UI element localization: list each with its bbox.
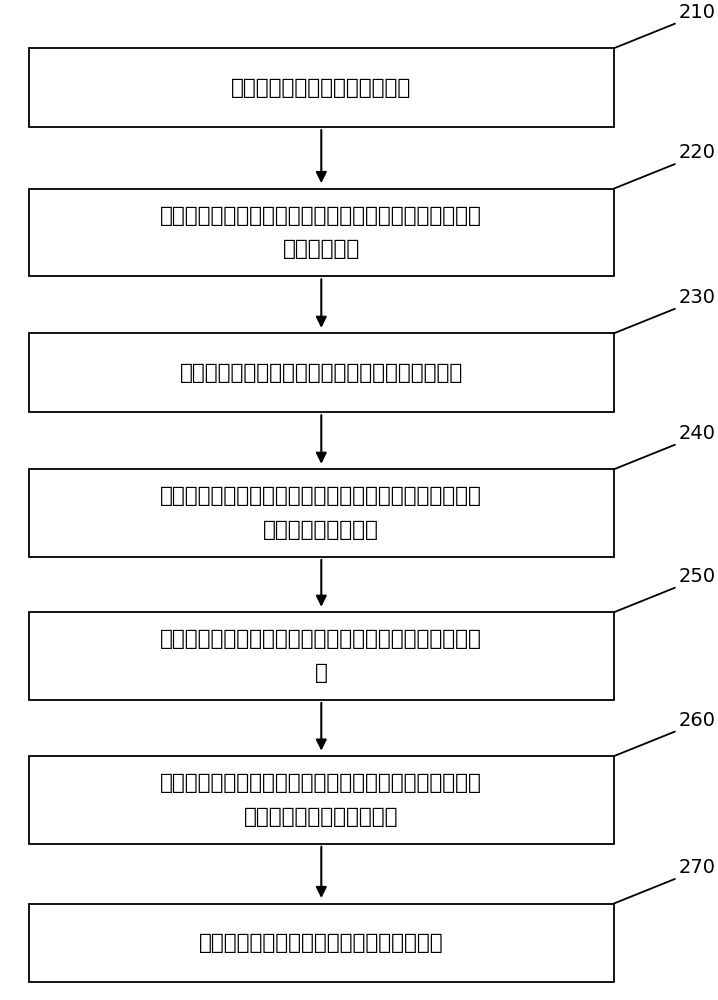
Bar (29, 469, 614, 557)
Text: 240: 240 (679, 424, 716, 443)
Bar (29, 333, 614, 412)
Bar (29, 48, 614, 127)
Text: 根据所述广播消息的优先级，确定所述广播消息在广播消: 根据所述广播消息的优先级，确定所述广播消息在广播消 (160, 486, 482, 506)
Text: 的广播接收者: 的广播接收者 (283, 239, 360, 259)
Text: 将所述当前的广播消息分发给该广播接收者: 将所述当前的广播消息分发给该广播接收者 (199, 933, 444, 953)
Text: 210: 210 (679, 3, 716, 22)
Bar (29, 904, 614, 982)
Text: 220: 220 (679, 143, 716, 162)
Text: 根据所述广播接收者，确定所述广播消息的优先级: 根据所述广播接收者，确定所述广播消息的优先级 (180, 363, 463, 383)
Text: 在监听到广播发送者发出广播消息时，确定所述广播消息: 在监听到广播发送者发出广播消息时，确定所述广播消息 (160, 206, 482, 226)
Text: 270: 270 (679, 858, 716, 877)
Text: 列: 列 (315, 663, 327, 683)
Text: 260: 260 (679, 711, 716, 730)
Text: 按照所述广播消息队列中的广播消息的排队顺序，识别当: 按照所述广播消息队列中的广播消息的排队顺序，识别当 (160, 773, 482, 793)
Text: 根据所述插入位置，将所述广播消息插入所述广播消息队: 根据所述插入位置，将所述广播消息插入所述广播消息队 (160, 629, 482, 649)
Text: 250: 250 (679, 567, 716, 586)
Bar (29, 756, 614, 844)
Text: 前的广播消息的广播接收者: 前的广播消息的广播接收者 (244, 807, 398, 827)
Bar (29, 189, 614, 276)
Text: 息队列中的插入位置: 息队列中的插入位置 (264, 520, 379, 540)
Text: 监听广播发送者发出的广播消息: 监听广播发送者发出的广播消息 (231, 78, 411, 98)
Text: 230: 230 (679, 288, 716, 307)
Bar (29, 612, 614, 700)
